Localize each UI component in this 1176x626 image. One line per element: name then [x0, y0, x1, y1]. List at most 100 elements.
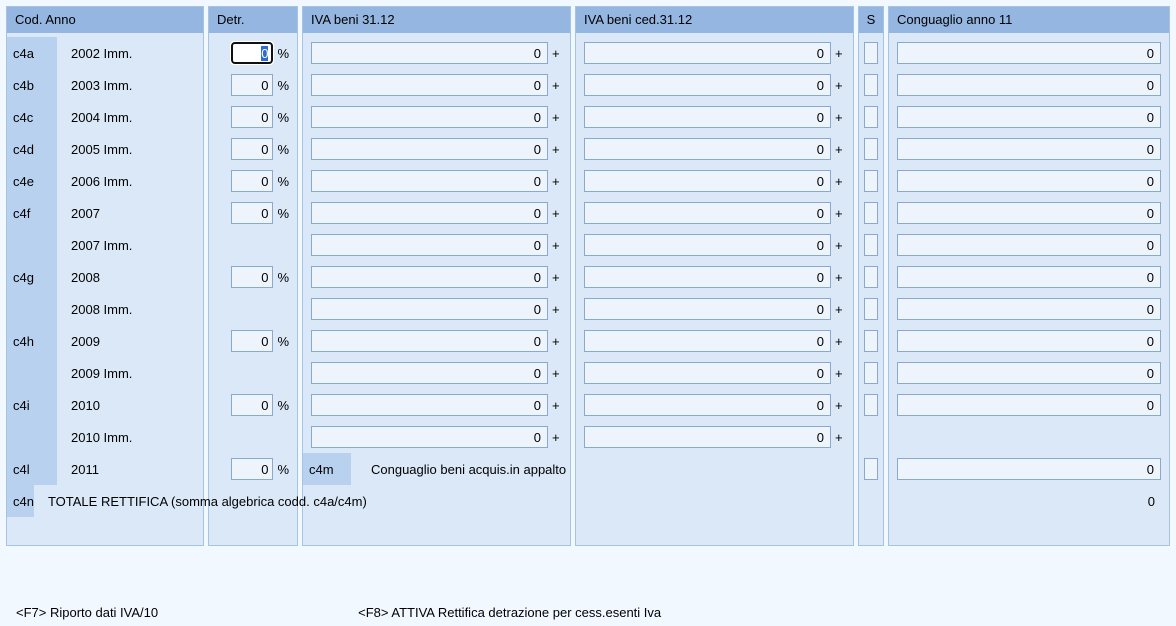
detr-input[interactable] — [231, 394, 273, 416]
s-box[interactable] — [864, 42, 878, 64]
conguaglio-row — [889, 229, 1169, 261]
iva-beni-ced-input[interactable] — [584, 202, 831, 224]
conguaglio-input[interactable] — [897, 138, 1161, 160]
iva-beni-ced-input[interactable] — [584, 426, 831, 448]
s-box[interactable] — [864, 74, 878, 96]
c4n-code: c4n — [7, 485, 34, 517]
iva-beni-ced-input[interactable] — [584, 74, 831, 96]
s-box[interactable] — [864, 170, 878, 192]
anno-cell: 2008 — [57, 270, 100, 285]
cod-row: c4i2010 — [7, 389, 203, 421]
s-box[interactable] — [864, 330, 878, 352]
conguaglio-input[interactable] — [897, 298, 1161, 320]
iva-beni-ced-row: + — [576, 261, 853, 293]
iva-beni-ced-input[interactable] — [584, 298, 831, 320]
cod-row: c4c2004 Imm. — [7, 101, 203, 133]
s-box[interactable] — [864, 266, 878, 288]
code-cell: c4c — [7, 101, 57, 133]
detr-row: % — [209, 325, 297, 357]
detr-input[interactable] — [231, 42, 273, 64]
iva-beni-input[interactable] — [311, 330, 548, 352]
detr-row: % — [209, 69, 297, 101]
code-cell: c4h — [7, 325, 57, 357]
detr-row — [209, 421, 297, 453]
detr-input[interactable] — [231, 458, 273, 480]
detr-input[interactable] — [231, 74, 273, 96]
percent-sign: % — [277, 398, 289, 413]
iva-beni-ced-input[interactable] — [584, 362, 831, 384]
iva-beni-input[interactable] — [311, 234, 548, 256]
detr-input[interactable] — [231, 330, 273, 352]
iva-beni-input[interactable] — [311, 138, 548, 160]
s-row — [859, 293, 883, 325]
percent-sign: % — [277, 334, 289, 349]
iva-beni-input[interactable] — [311, 74, 548, 96]
s-box[interactable] — [864, 138, 878, 160]
s-box[interactable] — [864, 394, 878, 416]
iva-beni-input[interactable] — [311, 266, 548, 288]
detr-input[interactable] — [231, 202, 273, 224]
conguaglio-input[interactable] — [897, 234, 1161, 256]
percent-sign: % — [277, 46, 289, 61]
iva-beni-input[interactable] — [311, 362, 548, 384]
detr-input[interactable] — [231, 170, 273, 192]
cod-row: 2007 Imm. — [7, 229, 203, 261]
code-cell: c4b — [7, 69, 57, 101]
anno-cell: 2009 — [57, 334, 100, 349]
s-box[interactable] — [864, 362, 878, 384]
s-box[interactable] — [864, 234, 878, 256]
conguaglio-input[interactable] — [897, 170, 1161, 192]
iva-beni-ced-input[interactable] — [584, 170, 831, 192]
iva-beni-ced-input[interactable] — [584, 106, 831, 128]
conguaglio-input[interactable] — [897, 330, 1161, 352]
s-box[interactable] — [864, 106, 878, 128]
detr-row — [209, 229, 297, 261]
iva-beni-input[interactable] — [311, 202, 548, 224]
iva-beni-input[interactable] — [311, 394, 548, 416]
iva-beni-input[interactable] — [311, 298, 548, 320]
s-box[interactable] — [864, 298, 878, 320]
conguaglio-input[interactable] — [897, 266, 1161, 288]
conguaglio-input[interactable] — [897, 106, 1161, 128]
cod-row: c4a2002 Imm. — [7, 37, 203, 69]
plus-sign: + — [552, 366, 562, 381]
panel-s: S — [858, 6, 884, 546]
conguaglio-row — [889, 101, 1169, 133]
anno-cell: 2004 Imm. — [57, 110, 132, 125]
conguaglio-input[interactable] — [897, 458, 1161, 480]
spacer-row — [859, 485, 883, 517]
conguaglio-input[interactable] — [897, 202, 1161, 224]
iva-beni-ced-input[interactable] — [584, 42, 831, 64]
code-cell: c4d — [7, 133, 57, 165]
plus-sign: + — [835, 110, 845, 125]
conguaglio-input[interactable] — [897, 394, 1161, 416]
iva-beni-ced-input[interactable] — [584, 138, 831, 160]
iva-beni-ced-input[interactable] — [584, 234, 831, 256]
percent-sign: % — [277, 206, 289, 221]
conguaglio-input[interactable] — [897, 42, 1161, 64]
plus-sign: + — [835, 78, 845, 93]
iva-beni-input[interactable] — [311, 170, 548, 192]
s-box[interactable] — [864, 458, 878, 480]
iva-beni-ced-input[interactable] — [584, 394, 831, 416]
iva-beni-input[interactable] — [311, 42, 548, 64]
detr-row — [209, 293, 297, 325]
detr-input[interactable] — [231, 106, 273, 128]
conguaglio-input[interactable] — [897, 74, 1161, 96]
iva-beni-input[interactable] — [311, 426, 548, 448]
iva-beni-ced-input[interactable] — [584, 266, 831, 288]
s-row — [859, 69, 883, 101]
code-cell: c4g — [7, 261, 57, 293]
detr-row: % — [209, 197, 297, 229]
detr-input[interactable] — [231, 138, 273, 160]
iva-beni-ced-row: + — [576, 357, 853, 389]
cod-row: c4g2008 — [7, 261, 203, 293]
iva-beni-ced-input[interactable] — [584, 330, 831, 352]
conguaglio-input[interactable] — [897, 362, 1161, 384]
iva-beni-ced-row: + — [576, 421, 853, 453]
panel-conguaglio: Conguaglio anno 11 0 — [888, 6, 1170, 546]
iva-beni-input[interactable] — [311, 106, 548, 128]
detr-input[interactable] — [231, 266, 273, 288]
iva-beni-ced-row: + — [576, 37, 853, 69]
s-box[interactable] — [864, 202, 878, 224]
